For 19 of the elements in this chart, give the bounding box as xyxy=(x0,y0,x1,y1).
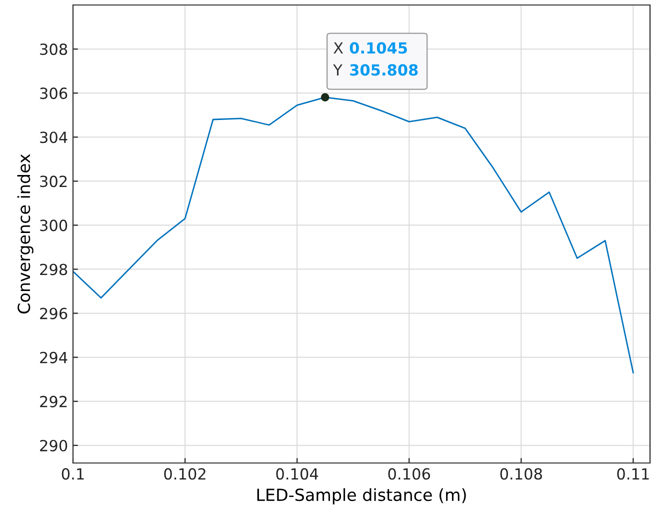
y-axis-title: Convergence index xyxy=(17,154,34,314)
y-tick-label: 308 xyxy=(40,44,68,56)
y-tick-label: 300 xyxy=(40,220,68,232)
y-tick-label: 294 xyxy=(40,352,68,364)
y-tick-label: 302 xyxy=(40,176,67,188)
x-tick-label: 0.102 xyxy=(164,468,206,480)
x-tick-label: 0.104 xyxy=(276,468,318,480)
x-tick-label: 0.106 xyxy=(388,468,430,480)
y-tick-label: 292 xyxy=(40,396,67,408)
y-tick-label: 296 xyxy=(40,308,68,320)
y-tick-label: 306 xyxy=(40,88,68,100)
x-tick-label: 0.1 xyxy=(62,468,84,480)
y-tick-label: 304 xyxy=(40,132,68,144)
x-axis-title: LED-Sample distance (m) xyxy=(257,488,466,504)
x-tick-label: 0.11 xyxy=(617,468,649,480)
y-tick-label: 290 xyxy=(40,440,68,452)
y-tick-label: 298 xyxy=(40,264,68,276)
x-tick-label: 0.108 xyxy=(500,468,542,480)
annotation: X 0.1045 Y 305.808 xyxy=(333,42,418,76)
